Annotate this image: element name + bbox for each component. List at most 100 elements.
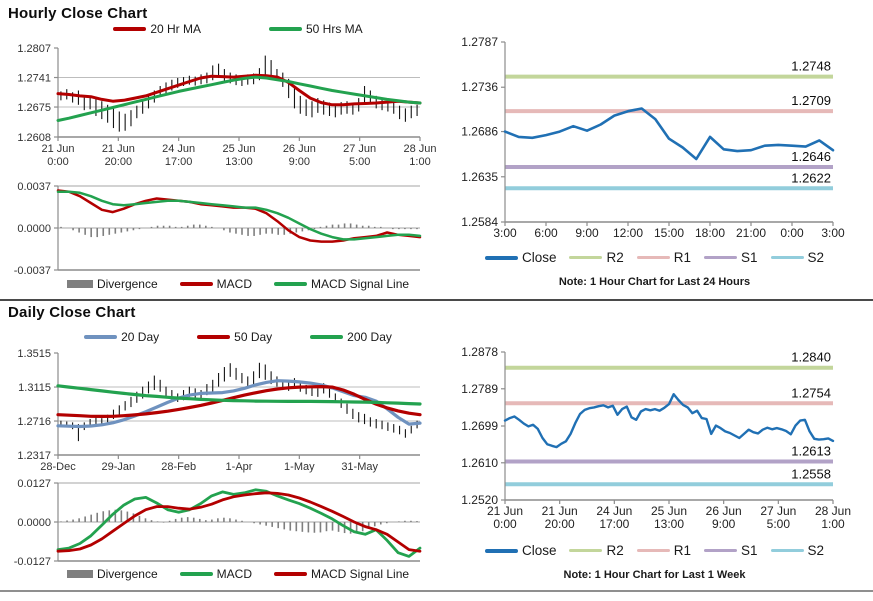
svg-text:18:00: 18:00: [695, 226, 725, 240]
red-line-swatch-icon: [113, 27, 147, 31]
svg-text:1.2608: 1.2608: [17, 132, 51, 144]
svg-text:31-May: 31-May: [341, 461, 378, 473]
legend-item-r2: R2: [569, 543, 624, 558]
svg-text:1.2789: 1.2789: [461, 382, 498, 396]
svg-text:0:00: 0:00: [47, 156, 68, 168]
svg-text:9:00: 9:00: [289, 156, 310, 168]
svg-text:1.2741: 1.2741: [17, 73, 51, 85]
legend-label: 20 Hr MA: [150, 22, 201, 36]
r1-line-swatch-icon: [636, 256, 670, 259]
svg-text:28 Jun: 28 Jun: [403, 143, 436, 155]
svg-text:0.0000: 0.0000: [17, 517, 51, 529]
svg-text:1.2748: 1.2748: [791, 59, 831, 74]
svg-text:25 Jun: 25 Jun: [222, 143, 255, 155]
svg-text:27 Jun: 27 Jun: [760, 504, 796, 518]
legend-label: Divergence: [96, 277, 158, 291]
hourly-pivot-legend: Close R2 R1 S1 S2: [436, 250, 873, 265]
legend-label: MACD Signal Line: [311, 567, 410, 581]
bottom-divider: [0, 590, 873, 592]
daily-ma-legend: 20 Day 50 Day 200 Day: [40, 330, 436, 344]
svg-text:1-Apr: 1-Apr: [226, 461, 253, 473]
legend-item-close: Close: [484, 250, 557, 265]
blue-line-swatch-icon: [84, 335, 118, 339]
legend-label: 200 Day: [347, 330, 392, 344]
legend-label: MACD: [216, 277, 252, 291]
green-line-swatch-icon: [310, 335, 344, 339]
section-divider: [0, 299, 873, 301]
s2-line-swatch-icon: [770, 256, 804, 259]
svg-text:9:00: 9:00: [575, 226, 599, 240]
svg-text:20:00: 20:00: [545, 517, 575, 531]
legend-label: Close: [521, 543, 557, 558]
legend-item-s2: S2: [770, 250, 825, 265]
blue-line-swatch-icon: [484, 548, 518, 553]
legend-label: S1: [741, 250, 758, 265]
svg-text:26 Jun: 26 Jun: [706, 504, 742, 518]
legend-label: MACD: [216, 567, 252, 581]
svg-text:1.2787: 1.2787: [461, 35, 498, 49]
legend-label: R1: [673, 250, 691, 265]
red-line-swatch-icon: [179, 282, 213, 286]
legend-item-macd-signal: MACD Signal Line: [274, 277, 409, 291]
svg-text:1.2558: 1.2558: [791, 466, 831, 481]
legend-label: 20 Day: [121, 330, 160, 344]
legend-item-macd: MACD: [179, 277, 252, 291]
green-line-swatch-icon: [269, 27, 302, 31]
svg-text:12:00: 12:00: [613, 226, 643, 240]
legend-item-macd: MACD: [179, 567, 252, 581]
svg-text:1.2646: 1.2646: [791, 149, 831, 164]
legend-label: Close: [521, 250, 557, 265]
svg-text:21 Jun: 21 Jun: [487, 504, 523, 518]
svg-text:26 Jun: 26 Jun: [283, 143, 316, 155]
legend-label: Divergence: [96, 567, 158, 581]
svg-text:1.3515: 1.3515: [17, 348, 51, 360]
legend-item-close: Close: [484, 543, 557, 558]
svg-text:1.3115: 1.3115: [18, 382, 51, 394]
svg-text:29-Jan: 29-Jan: [102, 461, 136, 473]
svg-text:1.2675: 1.2675: [17, 102, 51, 114]
svg-text:1.2686: 1.2686: [461, 125, 498, 139]
s2-line-swatch-icon: [770, 549, 804, 552]
legend-item-s1: S1: [704, 543, 758, 558]
legend-label: S2: [807, 250, 825, 265]
svg-text:1.2635: 1.2635: [461, 170, 498, 184]
legend-item-r2: R2: [569, 250, 624, 265]
svg-text:21 Jun: 21 Jun: [41, 143, 74, 155]
svg-text:3:00: 3:00: [493, 226, 517, 240]
hourly-ma-legend: 20 Hr MA 50 Hrs MA: [40, 22, 436, 36]
hourly-macd-legend: Divergence MACD MACD Signal Line: [40, 277, 436, 291]
legend-item-divergence: Divergence: [66, 277, 158, 291]
red-line-swatch-icon: [197, 335, 231, 339]
svg-text:5:00: 5:00: [349, 156, 370, 168]
legend-item-r1: R1: [636, 543, 691, 558]
svg-text:24 Jun: 24 Jun: [596, 504, 632, 518]
svg-text:6:00: 6:00: [534, 226, 558, 240]
svg-text:1.2613: 1.2613: [791, 444, 831, 459]
svg-text:0:00: 0:00: [493, 517, 517, 531]
svg-text:3:00: 3:00: [821, 226, 845, 240]
r2-line-swatch-icon: [569, 256, 603, 259]
legend-label: R1: [673, 543, 691, 558]
legend-label: R2: [606, 543, 624, 558]
svg-text:17:00: 17:00: [165, 156, 193, 168]
daily-macd-chart: 0.0127 0.0000 -0.0127: [14, 478, 422, 568]
svg-text:1:00: 1:00: [821, 517, 845, 531]
divergence-bar-swatch-icon: [66, 570, 93, 578]
blue-line-swatch-icon: [484, 255, 518, 260]
svg-text:20:00: 20:00: [105, 156, 133, 168]
svg-text:1.2754: 1.2754: [791, 385, 831, 400]
hourly-pivot-note: Note: 1 Hour Chart for Last 24 Hours: [558, 276, 751, 288]
green-line-swatch-icon: [179, 572, 213, 576]
daily-macd-legend: Divergence MACD MACD Signal Line: [40, 567, 436, 581]
svg-text:13:00: 13:00: [654, 517, 684, 531]
legend-label: S2: [807, 543, 825, 558]
svg-text:1.2736: 1.2736: [461, 80, 498, 94]
svg-text:13:00: 13:00: [225, 156, 253, 168]
svg-text:1.2807: 1.2807: [17, 43, 51, 55]
legend-item-20hr-ma: 20 Hr MA: [113, 22, 201, 36]
legend-item-r1: R1: [636, 250, 691, 265]
svg-text:-0.0037: -0.0037: [14, 265, 51, 277]
